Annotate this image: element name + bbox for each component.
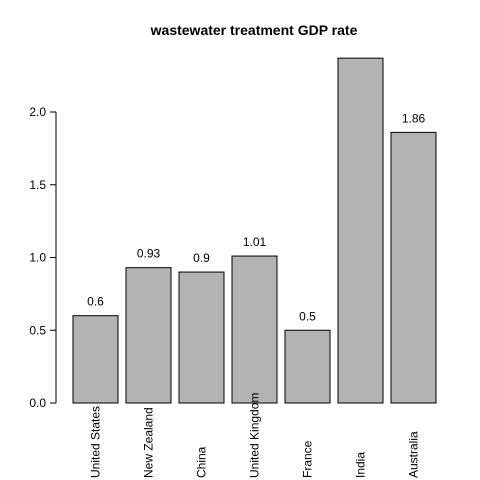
bar <box>390 131 437 404</box>
bar <box>125 267 172 404</box>
bar <box>337 57 384 404</box>
bar-data-label: 0.5 <box>299 309 316 323</box>
y-tick-label: 0.5 <box>29 323 46 337</box>
y-tick-label: 2.0 <box>29 105 46 119</box>
bars-group: 0.6 0.93 0.9 1.01 0.5 1.86 <box>72 57 437 404</box>
bar <box>178 271 225 404</box>
bar-data-label: 1.86 <box>402 111 426 125</box>
bar-data-label: 0.9 <box>193 251 210 265</box>
x-category-label: China <box>195 446 209 478</box>
y-tick-label: 1.0 <box>29 251 46 265</box>
chart-title: wastewater treatment GDP rate <box>150 22 358 38</box>
bar-data-label: 0.93 <box>137 247 161 261</box>
x-category-label: Australia <box>407 431 421 478</box>
x-category-label: New Zealand <box>142 407 156 478</box>
bar <box>284 329 331 404</box>
x-axis-labels: United States New Zealand China United King… <box>89 393 421 478</box>
x-category-label: France <box>301 440 315 478</box>
x-category-label: India <box>354 452 368 478</box>
y-tick-label: 1.5 <box>29 178 46 192</box>
bar <box>231 255 278 404</box>
y-tick-label: 0.0 <box>29 396 46 410</box>
bar <box>72 315 119 404</box>
x-category-label: United Kingdom <box>248 393 262 478</box>
bar-data-label: 0.6 <box>87 295 104 309</box>
bar-data-label: 1.01 <box>243 235 267 249</box>
y-axis: 0.0 0.5 1.0 1.5 2.0 <box>29 105 57 410</box>
x-category-label: United States <box>89 406 103 478</box>
